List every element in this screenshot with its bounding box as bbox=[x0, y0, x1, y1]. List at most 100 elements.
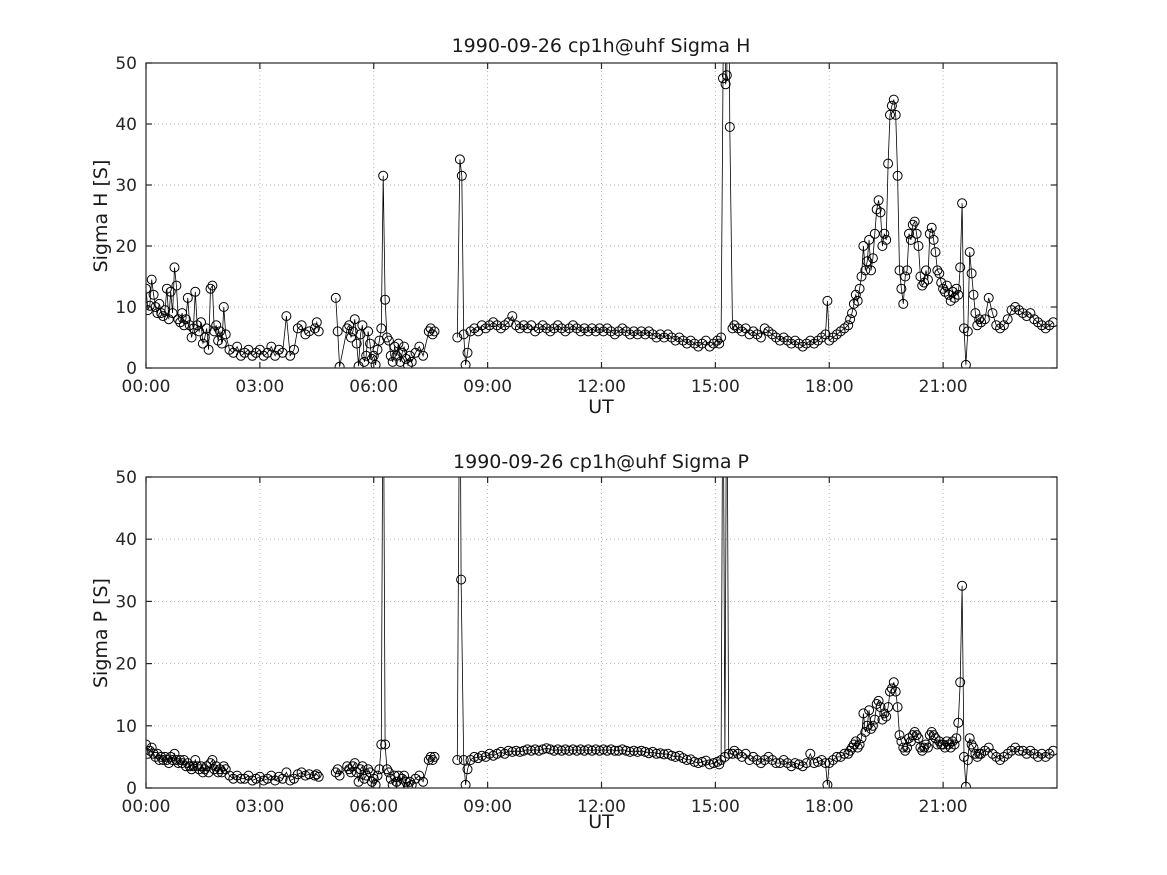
data-marker bbox=[454, 154, 465, 165]
data-marker bbox=[909, 216, 920, 227]
data-marker bbox=[940, 286, 950, 297]
data-marker bbox=[1036, 320, 1047, 331]
data-marker bbox=[220, 329, 231, 340]
data-marker bbox=[621, 745, 632, 756]
data-marker bbox=[488, 317, 499, 328]
data-marker bbox=[1029, 314, 1040, 325]
data-marker bbox=[782, 335, 793, 346]
data-marker bbox=[568, 320, 578, 331]
data-marker bbox=[1014, 305, 1024, 316]
axis-ticks: 00:00 03:00 06:00 09:00 12:00 15:00 18:00 21:00… bbox=[115, 54, 1057, 397]
data-marker bbox=[678, 335, 689, 346]
data-marker bbox=[370, 359, 381, 368]
data-marker bbox=[907, 219, 918, 230]
data-marker bbox=[972, 751, 983, 762]
data-marker bbox=[867, 253, 878, 264]
data-marker bbox=[342, 323, 353, 334]
data-marker bbox=[902, 265, 913, 276]
x-tick-label: 12:00 bbox=[577, 377, 626, 397]
data-marker bbox=[915, 742, 926, 753]
data-marker bbox=[232, 341, 243, 352]
data-marker bbox=[429, 326, 440, 337]
data-marker bbox=[186, 764, 197, 775]
data-marker bbox=[866, 265, 876, 276]
chart-title-sigma-p: 1990-09-26 cp1h@uhf Sigma P bbox=[453, 451, 749, 473]
data-marker bbox=[458, 329, 469, 340]
data-marker bbox=[831, 329, 842, 340]
x-tick-label: 06:00 bbox=[349, 377, 398, 397]
data-marker bbox=[774, 335, 785, 346]
data-marker bbox=[387, 779, 398, 788]
data-marker bbox=[867, 720, 878, 731]
data-marker bbox=[179, 320, 189, 331]
data-marker bbox=[945, 742, 956, 753]
data-marker bbox=[161, 283, 172, 294]
data-marker bbox=[890, 109, 901, 120]
data-marker bbox=[714, 759, 725, 770]
data-marker bbox=[311, 769, 322, 780]
data-marker bbox=[655, 748, 666, 759]
data-marker bbox=[196, 761, 206, 772]
data-marker bbox=[947, 736, 958, 747]
data-marker bbox=[404, 350, 415, 361]
data-marker bbox=[951, 283, 962, 294]
data-marker bbox=[254, 771, 265, 782]
data-marker bbox=[380, 294, 391, 305]
data-marker bbox=[835, 326, 846, 337]
data-marker bbox=[304, 769, 315, 780]
data-marker bbox=[469, 751, 480, 762]
x-tick-label: 00:00 bbox=[122, 797, 171, 817]
data-marker bbox=[334, 770, 345, 781]
data-marker bbox=[767, 329, 778, 340]
data-marker bbox=[748, 751, 759, 762]
data-marker bbox=[602, 323, 613, 334]
data-marker bbox=[530, 326, 541, 337]
data-marker bbox=[401, 353, 411, 364]
data-marker bbox=[218, 761, 229, 772]
data-marker bbox=[636, 326, 647, 337]
data-marker bbox=[1044, 748, 1055, 759]
data-marker bbox=[824, 335, 835, 346]
data-marker bbox=[647, 329, 658, 340]
data-marker bbox=[957, 580, 968, 591]
data-marker bbox=[714, 338, 725, 349]
data-marker bbox=[911, 228, 922, 239]
data-marker bbox=[724, 122, 735, 132]
data-marker bbox=[376, 739, 387, 750]
data-marker bbox=[845, 314, 856, 325]
data-marker bbox=[270, 775, 281, 786]
data-marker bbox=[951, 733, 962, 744]
grid-lines bbox=[145, 476, 1057, 789]
data-marker bbox=[425, 751, 436, 762]
data-marker bbox=[991, 320, 1002, 331]
data-marker bbox=[171, 280, 182, 291]
data-series bbox=[146, 63, 1057, 368]
data-marker bbox=[511, 745, 522, 756]
data-marker bbox=[346, 332, 356, 343]
data-marker bbox=[892, 170, 903, 181]
data-marker bbox=[928, 234, 939, 245]
plot-area-sigma-h: 00:00 03:00 06:00 09:00 12:00 15:00 18:00 21:00… bbox=[115, 54, 1058, 397]
data-marker bbox=[385, 350, 396, 361]
data-marker bbox=[858, 708, 869, 719]
data-marker bbox=[511, 320, 522, 331]
data-marker bbox=[156, 308, 167, 319]
data-marker bbox=[1048, 317, 1057, 328]
y-tick-label: 20 bbox=[115, 655, 137, 675]
data-marker bbox=[913, 733, 924, 744]
y-tick-label: 10 bbox=[115, 298, 137, 318]
data-marker bbox=[216, 338, 227, 349]
data-marker bbox=[476, 750, 487, 761]
data-marker bbox=[351, 338, 362, 349]
data-marker bbox=[196, 317, 206, 328]
data-marker bbox=[797, 761, 808, 772]
data-marker bbox=[613, 326, 624, 337]
data-marker bbox=[974, 314, 985, 325]
data-marker bbox=[552, 320, 563, 331]
data-marker bbox=[759, 755, 770, 765]
data-marker bbox=[492, 320, 503, 331]
data-marker bbox=[877, 714, 888, 725]
data-marker bbox=[926, 222, 937, 233]
x-tick-label: 06:00 bbox=[349, 797, 398, 817]
